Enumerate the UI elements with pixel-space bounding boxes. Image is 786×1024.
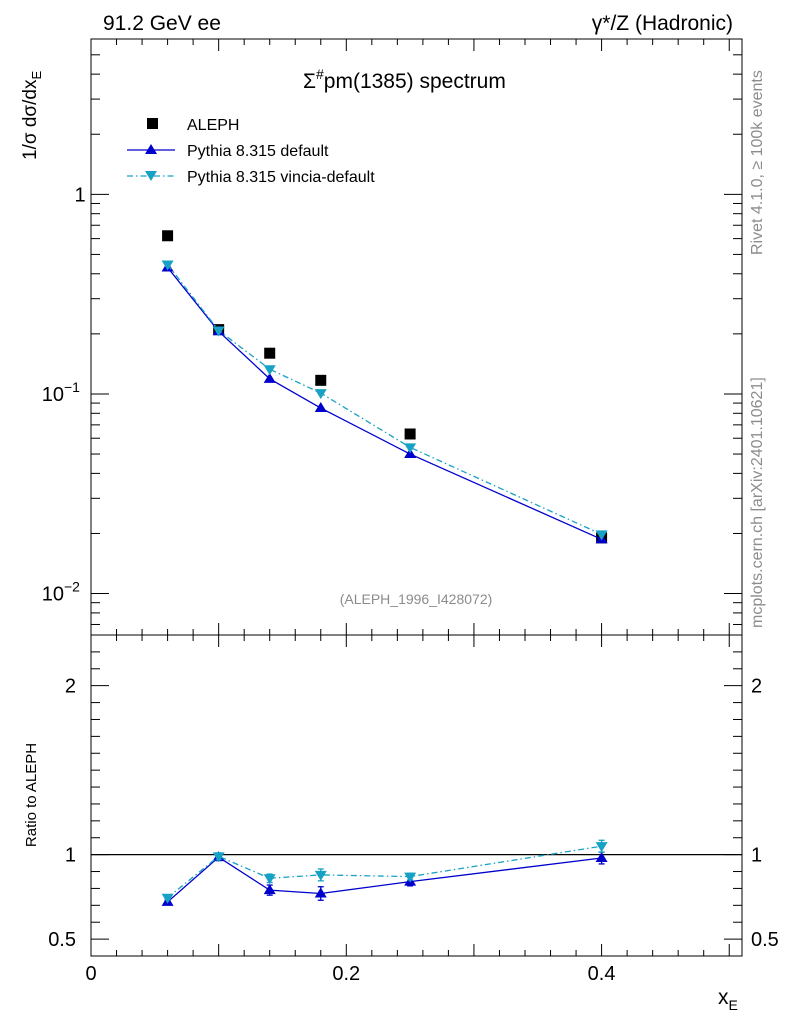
legend-marker-default [145, 144, 157, 154]
header-process: γ*/Z (Hadronic) [592, 12, 733, 35]
vincia-point [595, 530, 608, 541]
main-axis-ticks: 110−110−2 [42, 38, 742, 635]
legend-label-aleph: ALEPH [187, 117, 239, 134]
legend-label-default: Pythia 8.315 default [187, 143, 329, 160]
x-tick-label: 0 [85, 963, 96, 985]
ratio-tick-label-right: 0.5 [751, 929, 779, 951]
ratio-tick-label-left: 2 [65, 676, 76, 698]
vincia-ratio-point [212, 852, 225, 863]
vincia-point [161, 260, 174, 271]
legend-marker-vincia [145, 171, 157, 181]
default-ratio-point [263, 884, 276, 895]
aleph-data-point [264, 347, 276, 359]
main-series-group [161, 230, 608, 544]
vincia-ratio-point [314, 870, 327, 881]
y-tick-label: 10 [42, 584, 64, 606]
y-tick-label: 1 [74, 184, 85, 206]
vincia-ratio-line [167, 845, 602, 899]
aleph-data-point [315, 374, 327, 386]
y-axis-label-ratio: Ratio to ALEPH [23, 743, 40, 847]
vincia-series-line [167, 264, 602, 535]
legend-label-vincia: Pythia 8.315 vincia-default [187, 169, 375, 186]
legend-marker-aleph [147, 118, 158, 129]
plot-title: Σ#pm(1385) spectrum [303, 66, 506, 93]
vincia-ratio-point [161, 893, 174, 904]
default-ratio-point [314, 887, 327, 898]
x-axis-label: xE [718, 986, 738, 1013]
rivet-label: Rivet 4.1.0, ≥ 100k events [749, 70, 766, 255]
vincia-point [314, 389, 327, 400]
x-tick-label: 0.4 [588, 963, 616, 985]
ratio-tick-label-left: 0.5 [48, 929, 76, 951]
vincia-point [404, 443, 417, 454]
aleph-data-point [404, 428, 416, 440]
legend: ALEPH Pythia 8.315 default Pythia 8.315 … [127, 117, 375, 186]
ratio-series-group [161, 839, 608, 906]
vincia-point [263, 365, 276, 376]
ratio-axis-ticks: 0 0.2 0.4 2 2 1 1 0.5 0.5 [48, 634, 779, 985]
y-tick-exponent: −1 [64, 379, 80, 395]
aleph-data-point [162, 230, 174, 242]
analysis-tag: (ALEPH_1996_I428072) [340, 591, 493, 607]
ratio-tick-label-left: 1 [65, 845, 76, 867]
default-ratio-point [595, 852, 608, 863]
default-ratio-line [167, 856, 602, 903]
y-tick-exponent: −2 [64, 579, 80, 595]
vincia-ratio-point [263, 874, 276, 885]
default-point [314, 402, 327, 413]
ratio-tick-label-right: 2 [751, 676, 762, 698]
vincia-ratio-point [595, 842, 608, 853]
default-point [263, 372, 276, 383]
ratio-plot-frame [90, 634, 743, 957]
y-axis-label-main: 1/σ dσ/dxE [20, 71, 44, 161]
header-energy: 91.2 GeV ee [103, 12, 221, 35]
mcplots-label: mcplots.cern.ch [arXiv:2401.10621] [749, 377, 766, 628]
y-tick-label: 10 [42, 384, 64, 406]
vincia-ratio-point [404, 872, 417, 883]
default-series-line [167, 267, 602, 540]
vincia-point [212, 326, 225, 337]
x-tick-label: 0.2 [332, 963, 360, 985]
ratio-tick-label-right: 1 [751, 845, 762, 867]
